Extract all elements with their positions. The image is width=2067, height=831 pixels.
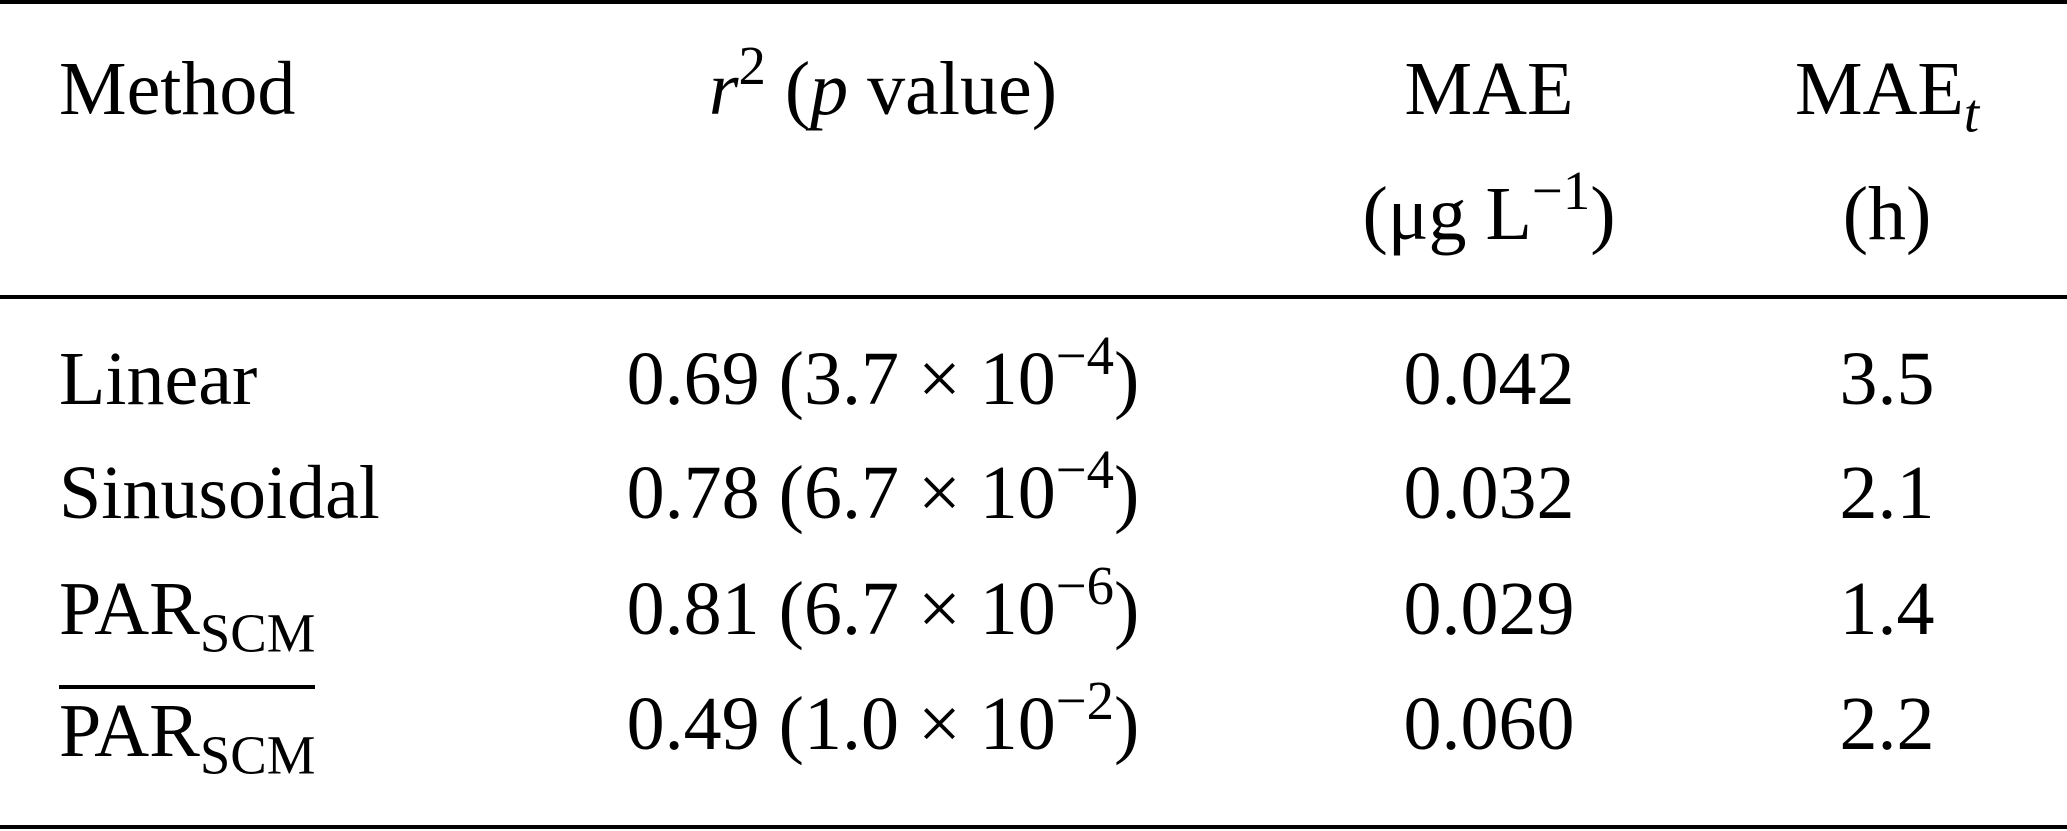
cell-line: 2.2: [1387, 679, 2067, 769]
cell-text: 0.029: [1404, 564, 1575, 654]
text-segment: Method: [59, 47, 296, 131]
text-segment: −4: [1055, 324, 1115, 386]
cell-text: (μg L−1): [1362, 163, 1616, 259]
cell-line: 0.042: [989, 334, 1989, 424]
cell-line: 0.49 (1.0 × 10−2): [383, 673, 1383, 769]
text-segment: Linear: [59, 337, 258, 421]
cell-line: (h): [1387, 169, 2067, 259]
bottom-rule: [0, 825, 2067, 829]
text-segment: (h): [1842, 172, 1932, 256]
text-segment: 0.029: [1403, 567, 1575, 651]
cell-line: 0.78 (6.7 × 10−4): [383, 442, 1383, 538]
cell-line: PARSCM: [59, 564, 315, 660]
text-segment: 2.1: [1839, 451, 1935, 535]
cell-line: Method: [59, 44, 295, 134]
cell-line: 0.81 (6.7 × 10−6): [383, 558, 1383, 654]
text-segment: Sinusoidal: [59, 451, 380, 535]
cell-text: Sinusoidal: [59, 448, 380, 538]
text-segment: ): [1114, 337, 1140, 421]
text-segment: 0.78 (6.7 × 10: [626, 451, 1056, 535]
cell-line: 3.5: [1387, 334, 2067, 424]
cell-text: 0.81 (6.7 × 10−6): [626, 558, 1140, 654]
text-segment: 1.4: [1839, 567, 1935, 651]
text-segment: (μg L: [1362, 172, 1532, 256]
text-segment: −2: [1055, 669, 1115, 731]
cell-text: PARSCM: [59, 685, 316, 782]
mid-rule: [0, 295, 2067, 299]
text-segment: r: [708, 47, 739, 131]
cell-text: 3.5: [1840, 334, 1935, 424]
text-segment: 0.060: [1403, 682, 1575, 766]
cell-text: 2.2: [1840, 679, 1935, 769]
text-segment: SCM: [199, 724, 316, 786]
text-segment: 2: [738, 34, 766, 96]
cell-text: 0.49 (1.0 × 10−2): [626, 673, 1140, 769]
text-segment: MAE: [1794, 47, 1964, 131]
cell-line: 1.4: [1387, 564, 2067, 654]
cell-text: 0.69 (3.7 × 10−4): [626, 328, 1140, 424]
text-segment: 2.2: [1839, 682, 1935, 766]
cell-text: (h): [1843, 169, 1932, 259]
text-segment: 0.49 (1.0 × 10: [626, 682, 1056, 766]
text-segment: PAR: [59, 689, 200, 773]
cell-line: (μg L−1): [989, 163, 1989, 259]
cell-text: 0.78 (6.7 × 10−4): [626, 442, 1140, 538]
text-segment: PAR: [59, 567, 200, 651]
cell-text: 0.032: [1404, 448, 1575, 538]
cell-line: 2.1: [1387, 448, 2067, 538]
cell-line: 0.029: [989, 564, 1989, 654]
text-segment: ): [1114, 567, 1140, 651]
cell-line: Linear: [59, 334, 257, 424]
text-segment: 0.81 (6.7 × 10: [626, 567, 1056, 651]
text-segment: −6: [1055, 554, 1115, 616]
cell-line: r2 (p value): [383, 38, 1383, 134]
text-segment: −1: [1531, 159, 1591, 221]
cell-text: PARSCM: [59, 564, 315, 660]
top-rule: [0, 0, 2067, 4]
text-segment: MAE: [1404, 47, 1574, 131]
text-segment: ): [1114, 451, 1140, 535]
cell-text: 0.042: [1404, 334, 1575, 424]
text-segment: t: [1963, 82, 1980, 144]
cell-text: 2.1: [1840, 448, 1935, 538]
cell-line: 0.032: [989, 448, 1989, 538]
cell-text: MAE: [1405, 44, 1574, 134]
cell-line: 0.060: [989, 679, 1989, 769]
cell-text: MAEt: [1794, 44, 1979, 140]
text-segment: −4: [1055, 438, 1115, 500]
text-segment: ): [1590, 172, 1616, 256]
text-segment: SCM: [199, 602, 316, 664]
text-segment: (: [765, 47, 811, 131]
cell-text: 0.060: [1404, 679, 1575, 769]
text-segment: ): [1114, 682, 1140, 766]
cell-line: 0.69 (3.7 × 10−4): [383, 328, 1383, 424]
text-segment: 0.69 (3.7 × 10: [626, 337, 1056, 421]
text-segment: 3.5: [1839, 337, 1935, 421]
text-segment: p: [810, 47, 849, 131]
cell-line: MAEt: [1387, 44, 2067, 140]
text-segment: 0.032: [1403, 451, 1575, 535]
cell-text: r2 (p value): [708, 38, 1058, 134]
cell-text: Method: [59, 44, 295, 134]
cell-text: 1.4: [1840, 564, 1935, 654]
text-segment: 0.042: [1403, 337, 1575, 421]
text-segment: value): [848, 47, 1058, 131]
cell-text: Linear: [59, 334, 257, 424]
cell-line: Sinusoidal: [59, 448, 380, 538]
cell-line: MAE: [989, 44, 1989, 134]
cell-line: PARSCM: [59, 679, 316, 782]
